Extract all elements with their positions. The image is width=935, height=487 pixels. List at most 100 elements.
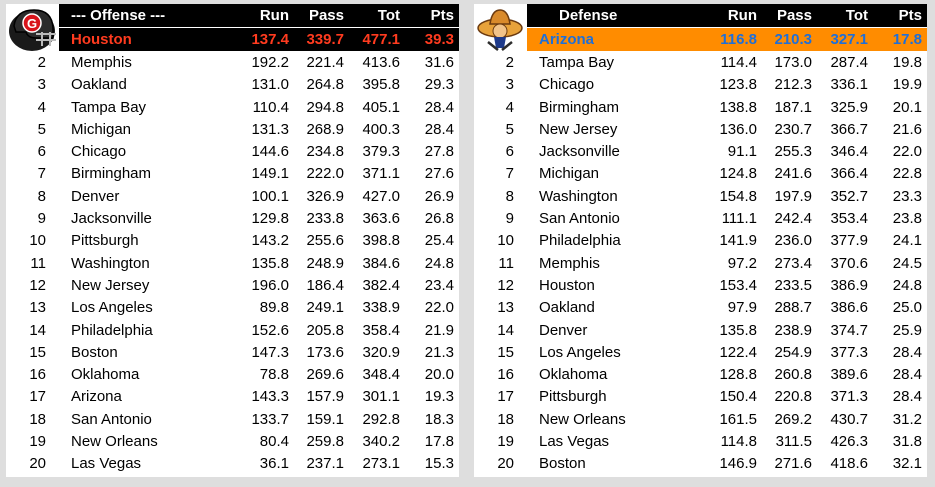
- total-yards-cell: 366.7: [830, 120, 868, 138]
- rank-cell: 5: [505, 120, 514, 138]
- football-helmet-icon: G: [6, 4, 58, 54]
- team-name-cell: Oakland: [539, 299, 595, 317]
- team-name-cell: Tampa Bay: [71, 98, 147, 116]
- points-cell: 26.9: [424, 187, 454, 205]
- run-yards-cell: 133.7: [251, 410, 289, 428]
- run-yards-cell: 147.3: [251, 343, 289, 361]
- team-name-cell: Las Vegas: [539, 433, 610, 451]
- points-cell: 22.0: [892, 143, 922, 161]
- run-yards-cell: 78.8: [259, 366, 289, 384]
- top-team-run: 116.8: [720, 31, 757, 48]
- table-row: 20 Boston 146.9 271.6 418.6 32.1: [474, 453, 927, 475]
- run-yards-cell: 146.9: [719, 455, 757, 473]
- run-yards-cell: 135.8: [719, 321, 757, 339]
- total-yards-cell: 340.2: [362, 433, 400, 451]
- pass-yards-cell: 269.6: [306, 366, 344, 384]
- rank-cell: 12: [497, 276, 514, 294]
- total-yards-cell: 426.3: [830, 433, 868, 451]
- team-name-cell: Chicago: [71, 143, 127, 161]
- total-yards-cell: 273.1: [362, 455, 400, 473]
- points-cell: 24.1: [892, 232, 922, 250]
- pass-yards-cell: 186.4: [306, 276, 344, 294]
- table-row: 17 Arizona 143.3 157.9 301.1 19.3: [6, 386, 459, 408]
- offense-panel: G --- Offense --- Run Pass Tot Pts Houst…: [6, 4, 459, 477]
- top-team-total: 477.1: [362, 31, 400, 48]
- table-row: 3 Oakland 131.0 264.8 395.8 29.3: [6, 74, 459, 96]
- total-yards-cell: 338.9: [362, 299, 400, 317]
- team-name-cell: San Antonio: [539, 210, 620, 228]
- total-yards-cell: 418.6: [830, 455, 868, 473]
- defense-panel: Defense Run Pass Tot Pts Arizona 116.8 2…: [474, 4, 927, 477]
- total-yards-cell: 377.3: [830, 343, 868, 361]
- pass-yards-cell: 254.9: [774, 343, 812, 361]
- rank-cell: 17: [29, 388, 46, 406]
- total-yards-cell: 371.3: [830, 388, 868, 406]
- points-cell: 21.6: [892, 120, 922, 138]
- pass-yards-cell: 221.4: [306, 54, 344, 71]
- rank-cell: 16: [29, 366, 46, 384]
- run-yards-cell: 131.0: [251, 76, 289, 94]
- points-cell: 15.3: [424, 455, 454, 473]
- team-name-cell: Philadelphia: [71, 321, 153, 339]
- run-yards-cell: 123.8: [719, 76, 757, 94]
- top-team-run: 137.4: [251, 31, 289, 48]
- points-cell: 28.4: [892, 388, 922, 406]
- team-name-cell: Michigan: [71, 120, 132, 138]
- points-cell: 19.8: [892, 54, 922, 71]
- rank-cell: 9: [37, 210, 46, 228]
- points-cell: 24.8: [424, 254, 454, 272]
- points-cell: 22.8: [892, 165, 922, 183]
- points-cell: 18.3: [424, 410, 454, 428]
- run-yards-cell: 143.3: [251, 388, 289, 406]
- rank-cell: 17: [497, 388, 514, 406]
- run-column-header: Run: [727, 7, 757, 24]
- team-name-cell: Denver: [539, 321, 588, 339]
- rank-cell: 4: [37, 98, 46, 116]
- table-row: 14 Denver 135.8 238.9 374.7 25.9: [474, 320, 927, 342]
- top-team-points: 39.3: [424, 31, 454, 48]
- pass-yards-cell: 273.4: [774, 254, 812, 272]
- pass-yards-cell: 255.3: [774, 143, 812, 161]
- svg-text:G: G: [27, 16, 37, 31]
- total-yards-cell: 320.9: [362, 343, 400, 361]
- pass-yards-cell: 236.0: [774, 232, 812, 250]
- points-column-header: Pts: [430, 7, 454, 24]
- pass-yards-cell: 157.9: [306, 388, 344, 406]
- table-row: 19 Las Vegas 114.8 311.5 426.3 31.8: [474, 431, 927, 453]
- team-name-cell: Michigan: [539, 165, 600, 183]
- rank-cell: 18: [497, 410, 514, 428]
- pass-yards-cell: 326.9: [306, 187, 344, 205]
- rank-cell: 14: [497, 321, 514, 339]
- run-yards-cell: 141.9: [719, 232, 757, 250]
- run-yards-cell: 138.8: [719, 98, 757, 116]
- rank-cell: 4: [505, 98, 514, 116]
- points-cell: 19.9: [892, 76, 922, 94]
- defense-top-team-row: Arizona 116.8 210.3 327.1 17.8: [527, 28, 927, 51]
- total-yards-cell: 301.1: [362, 388, 400, 406]
- rank-cell: 9: [505, 210, 514, 228]
- top-team-name: Arizona: [539, 31, 595, 48]
- table-row: 14 Philadelphia 152.6 205.8 358.4 21.9: [6, 320, 459, 342]
- total-yards-cell: 348.4: [362, 366, 400, 384]
- table-row: 7 Michigan 124.8 241.6 366.4 22.8: [474, 163, 927, 185]
- points-cell: 28.4: [892, 366, 922, 384]
- table-row: 5 New Jersey 136.0 230.7 366.7 21.6: [474, 119, 927, 141]
- run-yards-cell: 149.1: [251, 165, 289, 183]
- pass-yards-cell: 249.1: [306, 299, 344, 317]
- offense-header: --- Offense --- Run Pass Tot Pts: [59, 4, 459, 27]
- rank-cell: 7: [505, 165, 514, 183]
- pass-yards-cell: 197.9: [774, 187, 812, 205]
- table-row: 9 Jacksonville 129.8 233.8 363.6 26.8: [6, 208, 459, 230]
- top-team-points: 17.8: [892, 31, 922, 48]
- team-name-cell: Denver: [71, 187, 120, 205]
- total-yards-cell: 430.7: [830, 410, 868, 428]
- offense-title: --- Offense ---: [71, 7, 166, 24]
- total-yards-cell: 400.3: [362, 120, 400, 138]
- team-name-cell: New Jersey: [71, 276, 150, 294]
- run-yards-cell: 143.2: [251, 232, 289, 250]
- total-yards-cell: 358.4: [362, 321, 400, 339]
- run-yards-cell: 80.4: [259, 433, 289, 451]
- run-yards-cell: 114.8: [720, 433, 757, 451]
- team-name-cell: Birmingham: [539, 98, 620, 116]
- total-yards-cell: 413.6: [362, 54, 400, 71]
